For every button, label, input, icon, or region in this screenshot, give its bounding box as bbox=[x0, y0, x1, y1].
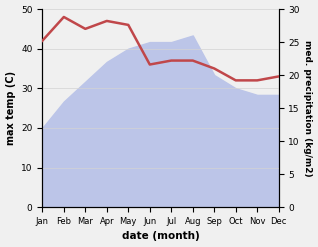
X-axis label: date (month): date (month) bbox=[122, 231, 199, 242]
Y-axis label: med. precipitation (kg/m2): med. precipitation (kg/m2) bbox=[303, 40, 313, 176]
Y-axis label: max temp (C): max temp (C) bbox=[5, 71, 16, 145]
